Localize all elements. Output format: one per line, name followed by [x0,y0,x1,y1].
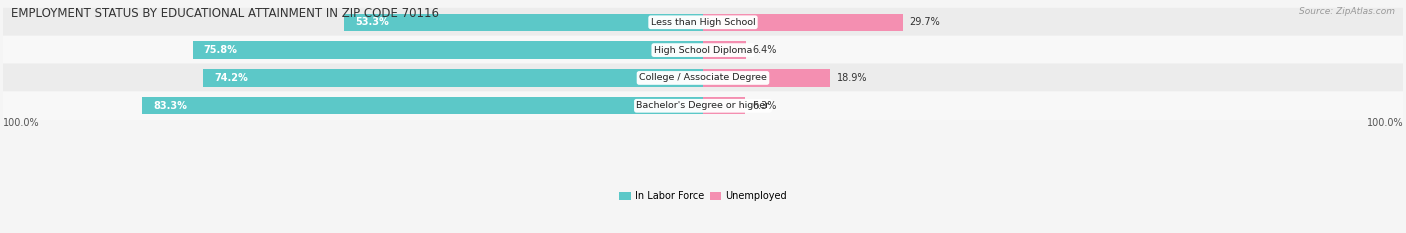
Text: High School Diploma: High School Diploma [654,46,752,55]
Bar [344,14,703,31]
Bar [703,69,831,87]
Text: 100.0%: 100.0% [1367,118,1403,128]
Text: 53.3%: 53.3% [354,17,388,27]
Legend: In Labor Force, Unemployed: In Labor Force, Unemployed [616,187,790,205]
FancyBboxPatch shape [3,36,1403,65]
Text: College / Associate Degree: College / Associate Degree [640,73,766,82]
Bar [193,41,703,59]
Text: 6.3%: 6.3% [752,101,776,111]
Text: 18.9%: 18.9% [837,73,868,83]
Text: Source: ZipAtlas.com: Source: ZipAtlas.com [1299,7,1395,16]
FancyBboxPatch shape [3,91,1403,120]
FancyBboxPatch shape [3,63,1403,93]
Bar [204,69,703,87]
Bar [703,41,747,59]
Text: 6.4%: 6.4% [752,45,778,55]
Text: 83.3%: 83.3% [153,101,187,111]
Text: 75.8%: 75.8% [204,45,238,55]
Text: 29.7%: 29.7% [910,17,941,27]
Text: Less than High School: Less than High School [651,18,755,27]
Text: EMPLOYMENT STATUS BY EDUCATIONAL ATTAINMENT IN ZIP CODE 70116: EMPLOYMENT STATUS BY EDUCATIONAL ATTAINM… [11,7,439,20]
FancyBboxPatch shape [3,8,1403,37]
Bar [142,97,703,114]
Text: 100.0%: 100.0% [3,118,39,128]
Bar [703,97,745,114]
Text: 74.2%: 74.2% [214,73,247,83]
Bar [703,14,903,31]
Text: Bachelor's Degree or higher: Bachelor's Degree or higher [637,101,769,110]
